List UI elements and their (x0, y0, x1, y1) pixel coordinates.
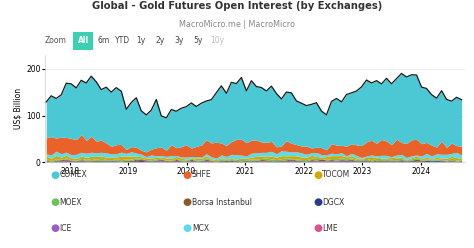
Text: ●: ● (183, 223, 191, 233)
Text: 5y: 5y (193, 36, 203, 45)
Text: ●: ● (313, 197, 322, 207)
Text: ●: ● (313, 170, 322, 180)
Text: 1y: 1y (137, 36, 146, 45)
Text: MacroMicro.me | MacroMicro: MacroMicro.me | MacroMicro (179, 20, 295, 29)
Text: DGCX: DGCX (322, 198, 345, 207)
Text: TOCOM: TOCOM (322, 170, 351, 179)
Text: ●: ● (50, 170, 59, 180)
Text: MCX: MCX (192, 224, 209, 233)
Y-axis label: US$ Billion: US$ Billion (13, 88, 22, 129)
Text: ●: ● (50, 223, 59, 233)
Text: MOEX: MOEX (59, 198, 82, 207)
Text: YTD: YTD (115, 36, 130, 45)
Text: Global - Gold Futures Open Interest (by Exchanges): Global - Gold Futures Open Interest (by … (92, 1, 382, 11)
Text: ●: ● (183, 170, 191, 180)
Text: SHFE: SHFE (192, 170, 211, 179)
Text: ●: ● (313, 223, 322, 233)
Text: ●: ● (183, 197, 191, 207)
Text: 2y: 2y (155, 36, 165, 45)
Text: ICE: ICE (59, 224, 72, 233)
Text: ●: ● (50, 197, 59, 207)
Text: Zoom: Zoom (45, 36, 67, 45)
Text: LME: LME (322, 224, 338, 233)
Text: All: All (78, 36, 89, 45)
Text: Borsa Instanbul: Borsa Instanbul (192, 198, 252, 207)
Text: COMEX: COMEX (59, 170, 87, 179)
Text: 3y: 3y (174, 36, 184, 45)
Text: 6m: 6m (97, 36, 109, 45)
Text: 10y: 10y (210, 36, 224, 45)
